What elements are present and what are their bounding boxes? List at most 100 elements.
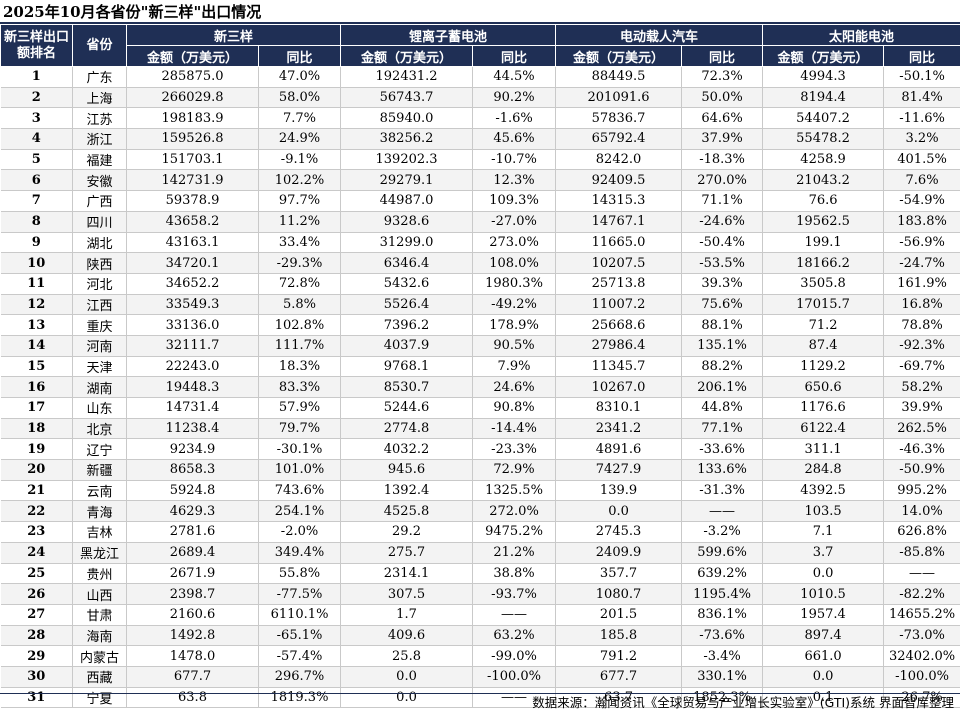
- battery-amount-cell: 5244.6: [340, 397, 474, 419]
- rank-cell: 20: [0, 459, 73, 481]
- total-yoy-cell: -65.1%: [258, 625, 342, 647]
- rank-cell: 7: [0, 190, 73, 212]
- solar-amount-cell: 0.0: [762, 666, 885, 688]
- ev-yoy-cell: -3.4%: [681, 645, 764, 667]
- ev-yoy-cell: 64.6%: [681, 107, 764, 130]
- solar-amount-cell: 55478.2: [762, 128, 885, 150]
- battery-amount-cell: 4037.9: [340, 335, 474, 357]
- ev-amount-cell: 0.0: [555, 500, 683, 523]
- battery-yoy-cell: -100.0%: [472, 666, 557, 688]
- total-yoy-cell: -9.1%: [258, 149, 342, 171]
- table-body: 1 广东 285875.0 47.0% 192431.2 44.5% 88449.5 72.3…: [0, 66, 960, 709]
- ev-amount-cell: 139.9: [555, 480, 683, 502]
- ev-amount-cell: 25668.6: [555, 314, 683, 336]
- ev-yoy-cell: 88.2%: [681, 356, 764, 378]
- total-amount-cell: 19448.3: [126, 376, 259, 398]
- ev-yoy-cell: -50.4%: [681, 232, 764, 254]
- solar-yoy-cell: -73.0%: [883, 625, 960, 647]
- rank-cell: 3: [0, 107, 73, 130]
- battery-yoy-cell: 1325.5%: [472, 480, 557, 502]
- rank-cell: 12: [0, 294, 73, 316]
- province-cell: 湖南: [72, 376, 127, 398]
- total-yoy-cell: 254.1%: [258, 500, 342, 523]
- total-yoy-cell: 5.8%: [258, 294, 342, 316]
- total-yoy-cell: 97.7%: [258, 190, 342, 212]
- solar-yoy-cell: 3.2%: [883, 128, 960, 150]
- ev-yoy-cell: 1195.4%: [681, 583, 764, 605]
- total-yoy-cell: 102.8%: [258, 314, 342, 336]
- total-yoy-cell: 7.7%: [258, 107, 342, 130]
- solar-yoy-cell: 16.8%: [883, 294, 960, 316]
- ev-yoy-cell: 88.1%: [681, 314, 764, 336]
- solar-yoy-cell: -69.7%: [883, 356, 960, 378]
- province-cell: 河北: [72, 273, 127, 295]
- ev-yoy-cell: -33.6%: [681, 438, 764, 461]
- total-yoy-cell: 47.0%: [258, 66, 342, 88]
- province-header: 省份: [72, 24, 127, 67]
- battery-amount-cell: 5526.4: [340, 294, 474, 316]
- total-amount-cell: 159526.8: [126, 128, 259, 150]
- solar-yoy-cell: 161.9%: [883, 273, 960, 295]
- total-amount-cell: 33549.3: [126, 294, 259, 316]
- battery-amount-cell: 0.0: [340, 666, 474, 688]
- rank-cell: 22: [0, 500, 73, 523]
- battery-yoy-cell: 90.5%: [472, 335, 557, 357]
- province-cell: 内蒙古: [72, 645, 127, 667]
- ev-amount-cell: 57836.7: [555, 107, 683, 130]
- province-cell: 山东: [72, 397, 127, 419]
- province-cell: 海南: [72, 625, 127, 647]
- battery-yoy-cell: 45.6%: [472, 128, 557, 150]
- solar-yoy-cell: 262.5%: [883, 418, 960, 440]
- solar-amount-cell: 8194.4: [762, 87, 885, 109]
- total-amount-cell: 43163.1: [126, 232, 259, 254]
- battery-yoy-cell: 24.6%: [472, 376, 557, 398]
- battery-amount-cell: 0.0: [340, 687, 474, 709]
- rank-cell: 25: [0, 563, 73, 585]
- province-cell: 上海: [72, 87, 127, 109]
- total-yoy-cell: 57.9%: [258, 397, 342, 419]
- battery-yoy-cell: 44.5%: [472, 66, 557, 88]
- table-row: 16 湖南 19448.3 83.3% 8530.7 24.6% 10267.0 206.1%…: [0, 376, 960, 398]
- solar-amount-cell: 21043.2: [762, 169, 885, 192]
- ev-amount-cell: 357.7: [555, 563, 683, 585]
- battery-amount-cell: 2314.1: [340, 563, 474, 585]
- battery-amount-cell: 4032.2: [340, 438, 474, 461]
- ev-yoy-cell: 77.1%: [681, 418, 764, 440]
- battery-amount-cell: 25.8: [340, 645, 474, 667]
- province-cell: 北京: [72, 418, 127, 440]
- solar-yoy-cell: 81.4%: [883, 87, 960, 109]
- ev-amount-cell: 4891.6: [555, 438, 683, 461]
- battery-amount-cell: 275.7: [340, 542, 474, 564]
- rank-cell: 29: [0, 645, 73, 667]
- ev-amount-cell: 2341.2: [555, 418, 683, 440]
- rank-cell: 17: [0, 397, 73, 419]
- total-amount-cell: 8658.3: [126, 459, 259, 481]
- battery-amount-cell: 1.7: [340, 604, 474, 626]
- total-yoy-cell: 101.0%: [258, 459, 342, 481]
- solar-amount-cell: 18166.2: [762, 252, 885, 274]
- province-cell: 湖北: [72, 232, 127, 254]
- ev-yoy-cell: ——: [681, 500, 764, 523]
- table-row: 27 甘肃 2160.6 6110.1% 1.7 —— 201.5 836.1% 1957.4 1…: [0, 604, 960, 626]
- rank-cell: 11: [0, 273, 73, 295]
- total-yoy-cell: 83.3%: [258, 376, 342, 398]
- table-row: 26 山西 2398.7 -77.5% 307.5 -93.7% 1080.7 1195.4%…: [0, 583, 960, 605]
- table-row: 12 江西 33549.3 5.8% 5526.4 -49.2% 11007.2 75.6% 1…: [0, 294, 960, 316]
- table-row: 5 福建 151703.1 -9.1% 139202.3 -10.7% 8242.0 -18.…: [0, 149, 960, 171]
- battery-amount-cell: 192431.2: [340, 66, 474, 88]
- ev-amount-cell: 8310.1: [555, 397, 683, 419]
- table-row: 21 云南 5924.8 743.6% 1392.4 1325.5% 139.9 -31.3%…: [0, 480, 960, 502]
- solar-yoy-cell: ——: [883, 563, 960, 585]
- battery-amount-cell: 29279.1: [340, 169, 474, 192]
- ev-yoy-cell: -73.6%: [681, 625, 764, 647]
- battery-amount-cell: 307.5: [340, 583, 474, 605]
- battery-yoy-cell: -99.0%: [472, 645, 557, 667]
- ev-yoy-cell: 72.3%: [681, 66, 764, 88]
- solar-amount-cell: 199.1: [762, 232, 885, 254]
- province-cell: 陕西: [72, 252, 127, 274]
- solar-amount-cell: 17015.7: [762, 294, 885, 316]
- ev-yoy-cell: 330.1%: [681, 666, 764, 688]
- ev-amount-cell: 791.2: [555, 645, 683, 667]
- amount-header: 金额（万美元）: [555, 45, 683, 67]
- total-amount-cell: 2781.6: [126, 521, 259, 543]
